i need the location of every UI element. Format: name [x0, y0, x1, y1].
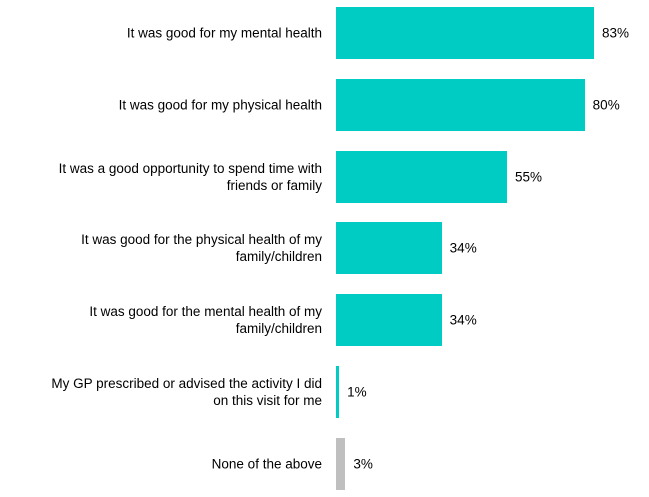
bar	[336, 294, 442, 347]
bar	[336, 7, 594, 59]
value-label: 55%	[514, 169, 542, 185]
value-label: 83%	[602, 25, 630, 41]
value-label: 34%	[449, 312, 477, 328]
category-label: It was a good opportunity to spend time …	[58, 160, 322, 193]
bar	[336, 78, 585, 131]
category-label: None of the above	[211, 456, 322, 472]
value-label: 34%	[449, 240, 477, 256]
category-label: It was good for the mental health of my …	[89, 304, 322, 337]
value-label: 3%	[353, 456, 373, 472]
bar	[336, 366, 340, 418]
category-label: My GP prescribed or advised the activity…	[51, 376, 322, 408]
category-label: It was good for the physical health of m…	[81, 232, 322, 265]
bar	[336, 150, 507, 203]
value-label: 80%	[592, 97, 620, 113]
category-label: It was good for my physical health	[118, 97, 322, 113]
value-label: 1%	[347, 384, 367, 400]
bar	[336, 222, 442, 275]
bar	[336, 437, 346, 490]
category-label: It was good for my mental health	[126, 25, 322, 41]
